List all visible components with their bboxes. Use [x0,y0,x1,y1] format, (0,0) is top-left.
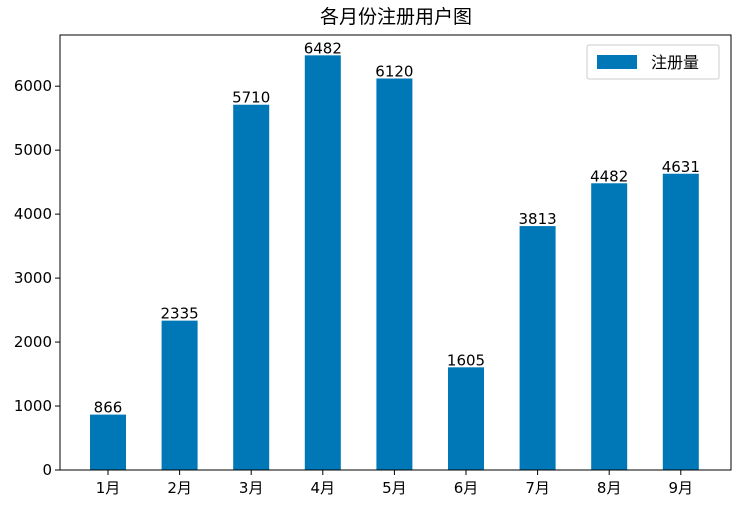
data-label-3: 5710 [232,89,270,107]
x-tick-label-6: 6月 [454,479,479,497]
bar-5 [376,78,413,470]
y-tick-label-3000: 3000 [14,269,52,287]
legend-label: 注册量 [651,53,699,72]
bar-2 [161,320,198,470]
y-tick-label-6000: 6000 [14,77,52,95]
legend: 注册量 [586,44,720,80]
y-tick-label-4000: 4000 [14,205,52,223]
x-tick-label-9: 9月 [669,479,694,497]
data-label-5: 6120 [375,63,413,81]
bars-layer [90,55,699,471]
x-tick-label-4: 4月 [311,479,336,497]
bar-7 [519,226,556,470]
data-label-8: 4482 [590,167,628,185]
x-tick-label-1: 1月 [96,479,121,497]
data-label-6: 1605 [447,351,485,369]
y-tick-label-1000: 1000 [14,397,52,415]
legend-box [586,44,720,80]
data-label-7: 3813 [519,210,557,228]
legend-swatch [597,55,637,69]
bar-4 [304,55,341,470]
x-tick-label-8: 8月 [597,479,622,497]
x-tick-label-7: 7月 [525,479,550,497]
bar-9 [662,173,699,471]
y-tick-label-0: 0 [42,461,52,479]
data-label-9: 4631 [662,158,700,176]
x-tick-label-3: 3月 [239,479,264,497]
axes-layer: 0 1000 2000 3000 4000 5000 6000 1月 2月 3月 4月 5月 6月 7月 8… [14,34,732,497]
bar-1 [90,414,126,470]
data-label-4: 6482 [304,39,342,57]
chart-title: 各月份注册用户图 [320,6,472,28]
data-label-1: 866 [94,399,123,417]
x-tick-label-5: 5月 [382,479,407,497]
bar-8 [591,183,628,471]
bar-6 [448,367,484,470]
y-tick-label-2000: 2000 [14,333,52,351]
data-label-2: 2335 [161,305,199,323]
bar-3 [233,104,270,471]
data-labels-layer: 866 2335 5710 6482 6120 1605 3813 4482 4631 [94,39,700,416]
x-tick-label-2: 2月 [167,479,192,497]
y-tick-label-5000: 5000 [14,141,52,159]
plot-frame [59,34,732,471]
